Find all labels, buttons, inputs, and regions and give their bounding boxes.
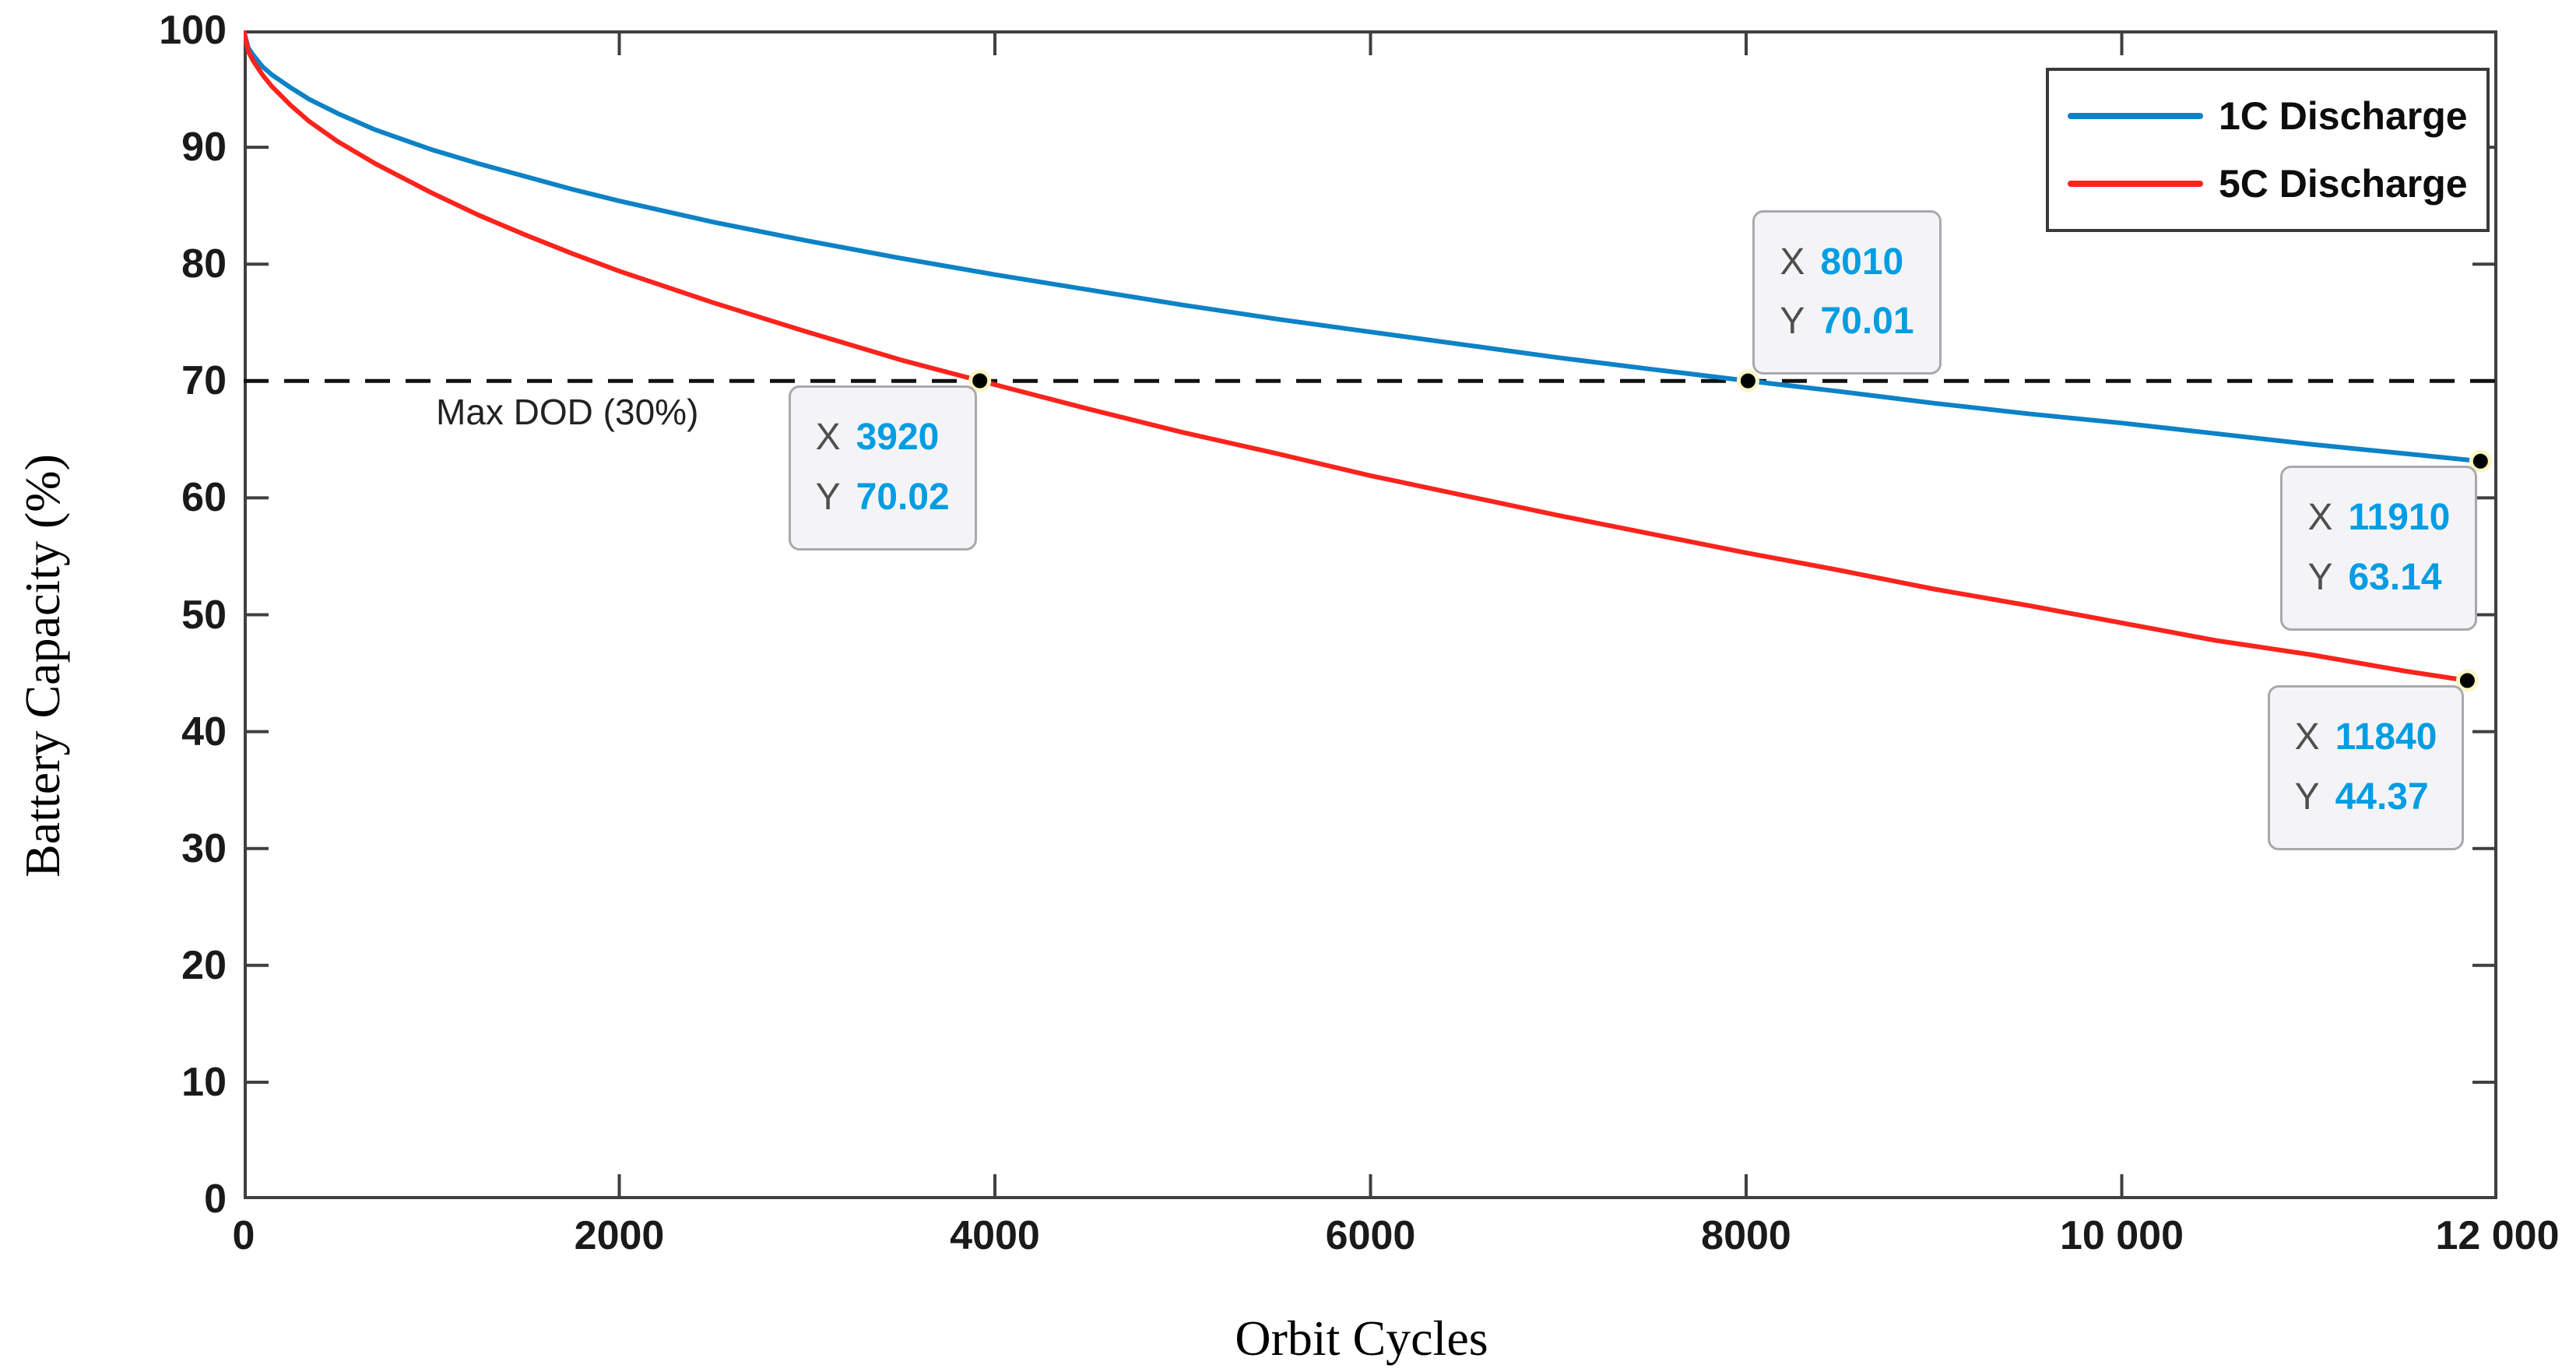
datatip-value: 70.02: [856, 476, 950, 518]
legend-line-sample: [2068, 113, 2203, 119]
legend-entry: 1C Discharge: [2049, 93, 2486, 139]
y-tick-label: 90: [181, 125, 227, 171]
datatip-value: 11910: [2348, 497, 2451, 539]
series-curve-1: [244, 30, 2470, 683]
datatip-axis-letter: Y: [815, 476, 841, 518]
datatip-row: Y 70.02: [816, 468, 950, 528]
datatip-box: X 11910 Y 63.14: [2280, 466, 2478, 631]
datatip-value: 3920: [856, 416, 940, 458]
datatip-row: Y 63.14: [2307, 548, 2450, 608]
y-tick-label: 70: [181, 358, 227, 404]
y-tick-label: 100: [159, 8, 227, 53]
x-axis-title: Orbit Cycles: [1235, 1310, 1488, 1366]
legend-entry: 5C Discharge: [2049, 161, 2486, 206]
datatip-row: X 11910: [2307, 488, 2450, 548]
datatip-row: X 8010: [1780, 233, 1914, 293]
plot-canvas: [244, 30, 2497, 1199]
datatip-marker: [1736, 369, 1759, 392]
datatip-axis-letter: Y: [2294, 776, 2320, 818]
y-tick-label: 40: [181, 709, 227, 755]
datatip-axis-letter: X: [2307, 497, 2333, 539]
y-tick-label: 60: [181, 475, 227, 521]
x-tick-label: 0: [232, 1213, 255, 1258]
series-curve-0: [244, 30, 2483, 464]
datatip-value: 44.37: [2335, 776, 2429, 818]
datatip-axis-letter: X: [815, 416, 841, 458]
datatip-axis-letter: X: [1780, 241, 1805, 283]
legend-entry-label: 1C Discharge: [2219, 94, 2468, 138]
max-dod-annotation: Max DOD (30%): [436, 392, 699, 432]
y-tick-label: 50: [181, 592, 227, 638]
datatip-value: 70.01: [1820, 301, 1914, 343]
y-tick-label: 20: [181, 942, 227, 988]
datatip-row: X 3920: [816, 408, 950, 468]
x-tick-label: 12 000: [2435, 1213, 2560, 1258]
datatip-value: 11840: [2335, 716, 2437, 758]
datatip-marker: [968, 369, 992, 392]
datatip-axis-letter: X: [2294, 716, 2320, 758]
datatip-box: X 11840 Y 44.37: [2267, 685, 2465, 850]
legend-line-sample: [2068, 181, 2203, 187]
datatip-axis-letter: Y: [1780, 301, 1805, 343]
y-axis-title: Battery Capacity (%): [15, 454, 70, 878]
x-tick-label: 10 000: [2059, 1213, 2184, 1258]
y-tick-label: 30: [181, 825, 227, 871]
datatip-row: Y 70.01: [1780, 292, 1914, 352]
datatip-axis-letter: Y: [2307, 557, 2333, 599]
x-tick-label: 4000: [950, 1213, 1040, 1258]
legend-entry-label: 5C Discharge: [2219, 162, 2468, 206]
datatip-value: 63.14: [2348, 557, 2442, 599]
datatip-row: Y 44.37: [2295, 768, 2437, 828]
x-tick-label: 6000: [1325, 1213, 1416, 1258]
datatip-row: X 11840: [2295, 708, 2437, 768]
y-tick-label: 0: [204, 1177, 227, 1222]
y-tick-label: 80: [181, 241, 227, 287]
datatip-box: X 3920 Y 70.02: [788, 385, 977, 551]
plot-area: [244, 30, 2497, 1199]
x-tick-label: 2000: [574, 1213, 665, 1258]
datatip-marker: [2455, 669, 2479, 692]
datatip-box: X 8010 Y 70.01: [1752, 209, 1942, 375]
y-tick-label: 10: [181, 1059, 227, 1105]
x-tick-label: 8000: [1701, 1213, 1791, 1258]
legend: 1C Discharge 5C Discharge: [2046, 68, 2490, 232]
datatip-value: 8010: [1820, 241, 1904, 283]
datatip-marker: [2469, 449, 2492, 473]
